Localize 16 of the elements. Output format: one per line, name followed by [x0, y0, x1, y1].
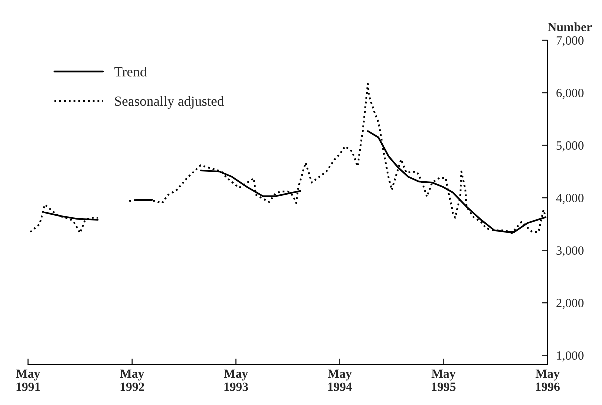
x-tick-label: May 1995	[432, 370, 456, 392]
y-tick-label: 3,000	[556, 246, 584, 257]
x-tick-label: May 1992	[120, 370, 144, 392]
x-tick-label: May 1991	[16, 370, 40, 392]
y-axis-title: Number	[548, 22, 592, 32]
x-tick-label: May 1993	[224, 370, 248, 392]
y-tick-label: 1,000	[557, 352, 584, 362]
legend-label: Trend	[114, 66, 147, 77]
y-tick-label: 5,000	[556, 142, 584, 152]
legend-label: Seasonally adjusted	[115, 96, 224, 109]
y-tick-label: 7,000	[556, 36, 584, 47]
y-tick-label: 6,000	[556, 89, 584, 100]
y-tick-label: 4,000	[556, 194, 584, 204]
y-tick-label: 2,000	[556, 299, 584, 310]
x-tick-label: May 1994	[328, 370, 352, 392]
x-tick-label: May 1996	[536, 370, 560, 392]
